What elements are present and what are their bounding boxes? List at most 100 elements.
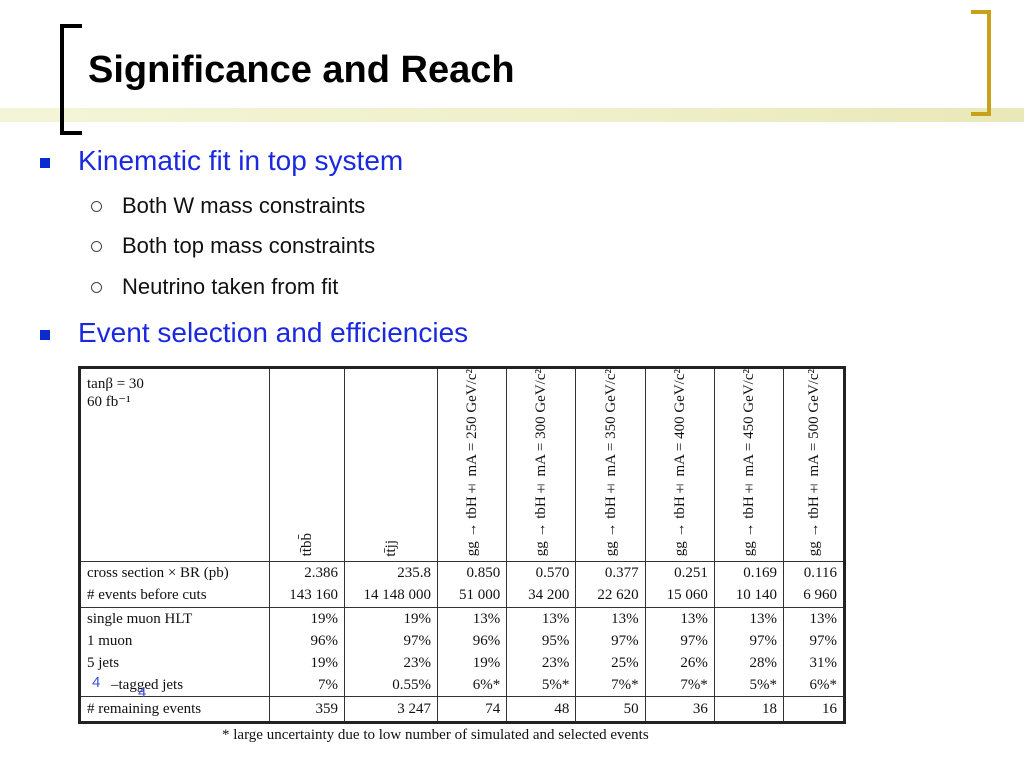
table-section-efficiencies: single muon HLT 1 muon 5 jets –tagged je… <box>79 606 845 698</box>
cell-value: 28% <box>749 654 778 671</box>
value-cell: 13% 97% 26% 7%* <box>644 606 715 698</box>
cell-value: 48 <box>506 696 577 723</box>
row-labels: single muon HLT 1 muon 5 jets –tagged je… <box>79 606 270 698</box>
cell-value: 22 620 <box>597 587 639 604</box>
table-section-cross-section: cross section × BR (pb) # events before … <box>79 561 845 608</box>
cell-value: 13% <box>809 610 838 627</box>
bullet-kinematic-fit: Kinematic fit in top system <box>78 145 404 176</box>
column-header: tt̄bb̄ <box>269 366 345 563</box>
row-label: single muon HLT <box>87 610 193 627</box>
column-header-label: gg → tbH± mA = 450 GeV/c² <box>740 369 757 557</box>
row-label: cross section × BR (pb) <box>87 565 229 582</box>
value-cell: 13% 97% 28% 5%* <box>713 606 785 698</box>
cell-value: 0.251 <box>674 565 708 582</box>
value-cell: 0.377 22 620 <box>575 561 646 608</box>
cell-value: 23% <box>541 654 570 671</box>
cell-value: 0.850 <box>466 565 501 582</box>
row-label: 5 jets <box>87 654 120 671</box>
column-header-label: gg → tbH± mA = 500 GeV/c² <box>805 369 822 557</box>
row-label: # events before cuts <box>87 587 207 604</box>
right-bracket-decoration <box>971 10 991 116</box>
page-number: 4 <box>138 684 147 701</box>
cell-value: 26% <box>680 654 708 671</box>
row-label: # remaining events <box>79 696 270 723</box>
cell-value: 0.570 <box>535 565 570 582</box>
circle-bullet-icon <box>91 201 102 212</box>
table-corner-cell: tanβ = 30 60 fb⁻¹ <box>79 366 270 563</box>
square-bullet-icon <box>40 330 50 340</box>
value-cell: 13% 96% 19% 6%* <box>436 606 508 698</box>
column-header: gg → tbH± mA = 300 GeV/c² <box>506 366 577 563</box>
left-bracket-decoration <box>60 24 82 135</box>
cell-value: 97% <box>403 632 432 649</box>
row-label: –tagged jets <box>111 676 184 693</box>
column-header: gg → tbH± mA = 500 GeV/c² <box>783 366 845 563</box>
circle-bullet-icon <box>91 282 102 293</box>
column-header-label: tt̄bb̄ <box>299 532 315 557</box>
cell-value: 95% <box>541 632 570 649</box>
cell-value: 31% <box>809 654 838 671</box>
row-labels: cross section × BR (pb) # events before … <box>79 561 270 608</box>
table-footnote: * large uncertainty due to low number of… <box>222 727 649 743</box>
cell-value: 19% <box>310 654 339 671</box>
cell-value: 235.8 <box>397 565 431 582</box>
column-header: tt̄jj <box>344 366 438 563</box>
cell-value: 97% <box>680 632 708 649</box>
value-cell: 0.169 10 140 <box>713 561 785 608</box>
cell-value: 19% <box>403 610 432 627</box>
cell-value: 19% <box>472 654 501 671</box>
square-bullet-icon <box>40 158 50 168</box>
cell-value: 0.169 <box>743 565 778 582</box>
cell-value: 13% <box>749 610 778 627</box>
cell-value: 5%* <box>541 676 570 693</box>
column-header-label: gg → tbH± mA = 300 GeV/c² <box>533 369 550 557</box>
column-header-label: gg → tbH± mA = 350 GeV/c² <box>602 369 619 557</box>
circle-bullet-icon <box>91 241 102 252</box>
cell-value: 19% <box>310 610 339 627</box>
efficiency-table: tanβ = 30 60 fb⁻¹ tt̄bb̄ tt̄jj gg → tbH±… <box>78 366 846 724</box>
cell-value: 6%* <box>472 676 501 693</box>
title-rule <box>0 108 1024 122</box>
cell-value: 13% <box>680 610 708 627</box>
value-cell: 13% 95% 23% 5%* <box>506 606 577 698</box>
cell-value: 13% <box>472 610 501 627</box>
value-cell: 0.570 34 200 <box>506 561 577 608</box>
bullet-event-selection: Event selection and efficiencies <box>78 317 469 348</box>
value-cell: 13% 97% 31% 6%* <box>783 606 845 698</box>
sub-bullet-top-mass: Both top mass constraints <box>122 233 376 258</box>
sub-bullet-w-mass: Both W mass constraints <box>122 193 366 218</box>
column-header: gg → tbH± mA = 250 GeV/c² <box>436 366 508 563</box>
value-cell: 13% 97% 25% 7%* <box>575 606 646 698</box>
table-section-remaining: # remaining events 359 3 247 74 48 50 36… <box>79 696 845 723</box>
slide-title: Significance and Reach <box>88 49 515 91</box>
cell-value: 13% <box>611 610 639 627</box>
cell-value: 13% <box>541 610 570 627</box>
cell-value: 0.55% <box>392 676 431 693</box>
cell-value: 0.377 <box>604 565 639 582</box>
cell-value: 3 247 <box>344 696 438 723</box>
efficiency-table-figure: tanβ = 30 60 fb⁻¹ tt̄bb̄ tt̄jj gg → tbH±… <box>78 366 848 726</box>
column-header: gg → tbH± mA = 450 GeV/c² <box>713 366 785 563</box>
value-cell: 19% 96% 19% 7% <box>269 606 345 698</box>
cell-value: 0.116 <box>803 565 837 582</box>
cell-value: 36 <box>644 696 715 723</box>
cell-value: 96% <box>310 632 339 649</box>
cell-value: 7% <box>318 676 338 693</box>
cell-value: 6 960 <box>803 587 837 604</box>
page-number: 4 <box>92 674 101 691</box>
cell-value: 14 148 000 <box>363 587 432 604</box>
luminosity-label: 60 fb⁻¹ <box>87 394 131 410</box>
sub-bullet-neutrino: Neutrino taken from fit <box>122 274 339 299</box>
cell-value: 7%* <box>680 676 708 693</box>
cell-value: 34 200 <box>528 587 570 604</box>
cell-value: 50 <box>575 696 646 723</box>
value-cell: 235.8 14 148 000 <box>344 561 438 608</box>
column-header-label: tt̄jj <box>383 539 399 557</box>
cell-value: 97% <box>611 632 639 649</box>
cell-value: 18 <box>713 696 785 723</box>
cell-value: 2.386 <box>304 565 338 582</box>
value-cell: 2.386 143 160 <box>269 561 345 608</box>
cell-value: 10 140 <box>735 587 778 604</box>
value-cell: 0.116 6 960 <box>783 561 845 608</box>
row-label: 1 muon <box>87 632 133 649</box>
